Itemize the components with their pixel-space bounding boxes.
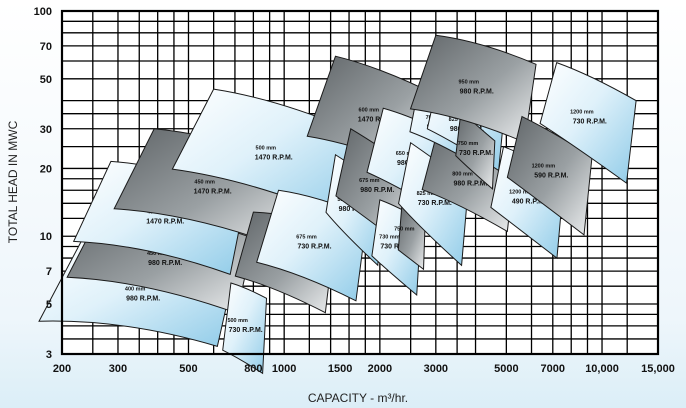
zone-speed-label-20: 490 R.P.M. [512,198,546,205]
zone-label-0: 400 mm 980 R.P.M. [125,286,160,302]
x-tick-label-6: 2000 [368,363,392,375]
y-tick-label-4: 20 [40,163,52,175]
y-tick-label-6: 50 [40,74,52,86]
zone-speed-label-4: 1470 R.P.M. [194,189,232,196]
x-tick-label-11: 15,000 [641,363,675,375]
zone-size-label-14: 825 mm [417,191,438,197]
zone-size-label-21: 1200 mm [532,163,556,169]
zone-size-label-0: 400 mm [125,286,146,292]
zone-label-6: 600 mm 1470 R.P.M. [358,108,396,124]
zone-speed-label-8: 730 R.P.M. [297,244,331,251]
x-tick-label-7: 3000 [424,363,448,375]
x-tick-label-10: 10,000 [585,363,619,375]
zone-label-15: 800 mm 980 R.P.M. [452,172,487,188]
zone-speed-label-3: 1470 R.P.M. [146,219,184,226]
y-tick-label-8: 100 [34,6,52,18]
zone-size-label-13: 650 mm [396,151,417,157]
y-tick-label-3: 10 [40,231,52,243]
zone-size-label-19: 950 mm [458,80,479,86]
zone-size-label-17: 825 mm [449,117,470,123]
zone-label-11: 730 mm 730 R.P.M. [379,235,414,251]
zone-size-label-2: 500 mm [227,318,248,324]
zone-speed-label-2: 730 R.P.M. [229,327,263,334]
zone-size-label-15: 800 mm [452,172,473,178]
zone-speed-label-21: 590 R.P.M. [534,172,568,179]
zone-speed-label-6: 1470 R.P.M. [358,117,396,124]
zone-label-21: 1200 mm 590 R.P.M. [532,163,569,179]
zone-label-18: 750 mm 730 R.P.M. [458,141,493,157]
x-tick-label-1: 300 [109,363,127,375]
zone-size-label-20: 1200 mm [509,189,533,195]
zone-speed-label-11: 730 R.P.M. [380,244,414,251]
zone-size-label-12: 750 mm [394,226,415,232]
zone-speed-label-19: 980 R.P.M. [460,89,494,96]
zone-size-label-10: 675 mm [359,178,380,184]
zone-label-5: 500 mm 1470 R.P.M. [255,145,293,161]
zone-size-label-18: 750 mm [458,141,479,147]
y-tick-label-0: 3 [46,349,52,361]
zone-speed-label-18: 730 R.P.M. [459,150,493,157]
zone-label-1: 450 mm 980 R.P.M. [147,251,182,267]
x-tick-label-5: 1500 [328,363,352,375]
y-tick-label-7: 70 [40,41,52,53]
y-tick-label-2: 7 [46,266,52,278]
zone-speed-label-1: 980 R.P.M. [148,260,182,267]
x-tick-label-3: 800 [244,363,262,375]
zone-label-14: 825 mm 730 R.P.M. [417,191,452,207]
zone-size-label-11: 730 mm [379,235,400,241]
zone-size-label-22: 1200 mm [570,109,594,115]
plot-frame [60,9,660,356]
x-tick-label-2: 500 [179,363,197,375]
zone-size-label-6: 600 mm [359,108,380,114]
zone-speed-label-10: 980 R.P.M. [360,187,394,194]
x-tick-label-0: 200 [53,363,71,375]
zone-speed-label-0: 980 R.P.M. [126,295,160,302]
x-tick-labels: 200 300 500 800 1000 1500 2000 3000 5000 7000 10,0… [53,363,675,375]
x-tick-label-8: 5000 [494,363,518,375]
zone-size-label-4: 450 mm [194,180,215,186]
zone-label-12: 750 mm [394,226,415,232]
x-tick-label-4: 1000 [272,363,296,375]
zone-size-label-1: 450 mm [147,251,168,257]
zone-21 [506,115,593,236]
y-tick-label-5: 30 [40,124,52,136]
zone-speed-label-22: 730 R.P.M. [573,118,607,125]
y-axis-title: TOTAL HEAD IN MWC [6,120,20,243]
zone-label-20: 1200 mm 490 R.P.M. [509,189,546,205]
zone-label-10: 675 mm 980 R.P.M. [359,178,394,194]
zone-speed-label-14: 730 R.P.M. [418,200,452,207]
x-axis-title: CAPACITY - m³/hr. [308,391,408,405]
zone-label-19: 950 mm 980 R.P.M. [458,80,493,96]
y-tick-labels: 3 5 7 10 20 30 50 70 100 [34,6,52,361]
zone-22 [539,61,637,185]
zone-label-22: 1200 mm 730 R.P.M. [570,109,607,125]
zone-speed-label-5: 1470 R.P.M. [255,154,293,161]
zone-label-4: 450 mm 1470 R.P.M. [194,180,232,196]
zone-size-label-8: 675 mm [296,235,317,241]
zone-label-8: 675 mm 730 R.P.M. [296,235,331,251]
zone-speed-label-15: 980 R.P.M. [453,181,487,188]
zone-label-2: 500 mm 730 R.P.M. [227,318,262,334]
x-tick-label-9: 7000 [541,363,565,375]
zone-size-label-5: 500 mm [256,145,277,151]
y-tick-label-1: 5 [46,299,52,311]
